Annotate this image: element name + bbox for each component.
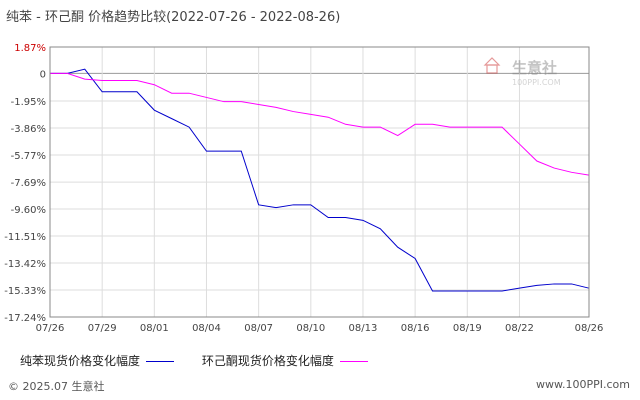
legend-swatch-series-2 xyxy=(339,361,368,362)
y-tick-label: -13.42% xyxy=(4,259,46,270)
y-tick-label: -11.51% xyxy=(4,232,46,243)
legend-label-series-2: 环己酮现货价格变化幅度 xyxy=(201,354,334,368)
y-tick-label: -3.86% xyxy=(11,124,46,135)
series-line-1 xyxy=(50,68,590,292)
plot-border xyxy=(49,46,590,318)
y-tick-label: -7.69% xyxy=(11,178,46,189)
x-tick-label: 08/01 xyxy=(140,323,169,334)
grid-lines xyxy=(49,46,590,318)
y-axis-ticks: 1.87% 0 -1.95% -3.86% -5.77% -7.69% -9.60% -11.… xyxy=(4,43,46,324)
y-tick-label: -17.24% xyxy=(4,313,46,324)
x-tick-label: 07/29 xyxy=(88,323,117,334)
x-tick-label: 08/22 xyxy=(505,323,534,334)
watermark-brand: 生意社 xyxy=(512,59,557,77)
watermark-site: 100PPI.COM xyxy=(512,78,561,87)
x-tick-label: 08/26 xyxy=(575,323,604,334)
watermark: 生意社 100PPI.COM xyxy=(483,57,561,87)
y-tick-label: -15.33% xyxy=(4,286,46,297)
legend-swatch-series-1 xyxy=(146,361,175,362)
house-logo-icon xyxy=(483,57,501,74)
y-tick-label: 0 xyxy=(40,69,46,80)
y-tick-label: -9.60% xyxy=(11,205,46,216)
x-tick-label: 08/19 xyxy=(453,323,482,334)
x-tick-label: 08/10 xyxy=(296,323,325,334)
y-tick-label: -5.77% xyxy=(11,151,46,162)
x-tick-label: 08/13 xyxy=(349,323,378,334)
y-tick-label: 1.87% xyxy=(14,43,46,54)
legend: 纯苯现货价格变化幅度 环己酮现货价格变化幅度 xyxy=(20,352,392,369)
x-tick-label: 08/07 xyxy=(244,323,273,334)
x-axis-ticks: 07/26 07/29 08/01 08/04 08/07 08/10 08/13 08/16… xyxy=(36,323,604,334)
x-tick-label: 08/04 xyxy=(192,323,221,334)
x-tick-label: 07/26 xyxy=(36,323,65,334)
footer-url[interactable]: www.100PPI.com xyxy=(536,378,630,391)
x-tick-label: 08/16 xyxy=(401,323,430,334)
legend-item-series-2: 环己酮现货价格变化幅度 xyxy=(202,352,368,369)
legend-label-series-1: 纯苯现货价格变化幅度 xyxy=(20,354,141,368)
y-tick-label: -1.95% xyxy=(11,97,46,108)
chart-title: 纯苯 - 环己酮 价格趋势比较(2022-07-26 - 2022-08-26) xyxy=(6,10,341,25)
footer-copyright: © 2025.07 生意社 xyxy=(8,380,105,393)
series-lines xyxy=(50,68,590,292)
series-line-2 xyxy=(50,72,590,176)
legend-item-series-1: 纯苯现货价格变化幅度 xyxy=(20,352,175,369)
